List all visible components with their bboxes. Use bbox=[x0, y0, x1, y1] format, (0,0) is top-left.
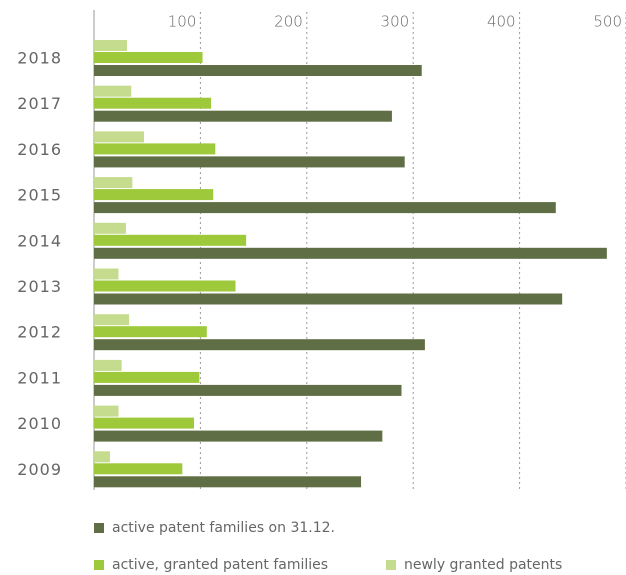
legend-label: newly granted patents bbox=[404, 557, 562, 573]
bar bbox=[94, 463, 183, 475]
legend-swatch bbox=[386, 560, 396, 570]
bar bbox=[94, 202, 556, 214]
x-tick-label: 200 bbox=[274, 13, 303, 31]
bar bbox=[94, 417, 195, 429]
bar bbox=[94, 52, 203, 63]
bar bbox=[94, 405, 119, 417]
bar bbox=[94, 222, 126, 234]
bar bbox=[94, 40, 127, 51]
bar bbox=[94, 268, 119, 280]
bar bbox=[94, 110, 392, 122]
bar bbox=[94, 85, 132, 97]
bar bbox=[94, 326, 207, 338]
legend-swatch bbox=[94, 523, 104, 533]
y-tick-label: 2010 bbox=[17, 414, 62, 433]
y-tick-label: 2011 bbox=[17, 368, 62, 387]
bar bbox=[94, 97, 212, 109]
bar bbox=[94, 280, 236, 292]
bar bbox=[94, 234, 247, 246]
y-tick-label: 2014 bbox=[17, 231, 62, 250]
bar bbox=[94, 430, 383, 442]
y-tick-label: 2009 bbox=[17, 460, 62, 479]
bar bbox=[94, 247, 607, 259]
y-tick-label: 2015 bbox=[17, 186, 62, 205]
bar bbox=[94, 143, 216, 155]
bar bbox=[94, 339, 425, 351]
bar bbox=[94, 65, 422, 76]
y-tick-label: 2013 bbox=[17, 277, 62, 296]
y-tick-label: 2016 bbox=[17, 140, 62, 159]
legend-swatch bbox=[94, 560, 104, 570]
bar bbox=[94, 131, 145, 143]
x-tick-label: 100 bbox=[168, 13, 197, 31]
bar bbox=[94, 189, 214, 201]
bar bbox=[94, 359, 122, 371]
y-tick-label: 2012 bbox=[17, 323, 62, 342]
bar bbox=[94, 293, 563, 305]
bar bbox=[94, 371, 200, 383]
x-tick-label: 400 bbox=[487, 13, 516, 31]
bar bbox=[94, 451, 110, 463]
y-tick-label: 2017 bbox=[17, 94, 62, 113]
bar bbox=[94, 314, 130, 326]
bar bbox=[94, 476, 362, 488]
bar bbox=[94, 384, 402, 396]
bar bbox=[94, 177, 133, 189]
x-tick-label: 500 bbox=[593, 13, 622, 31]
legend-label: active patent families on 31.12. bbox=[112, 520, 335, 536]
y-tick-label: 2018 bbox=[17, 49, 62, 68]
bar bbox=[94, 156, 405, 168]
x-tick-label: 300 bbox=[381, 13, 410, 31]
legend-label: active, granted patent families bbox=[112, 557, 328, 573]
